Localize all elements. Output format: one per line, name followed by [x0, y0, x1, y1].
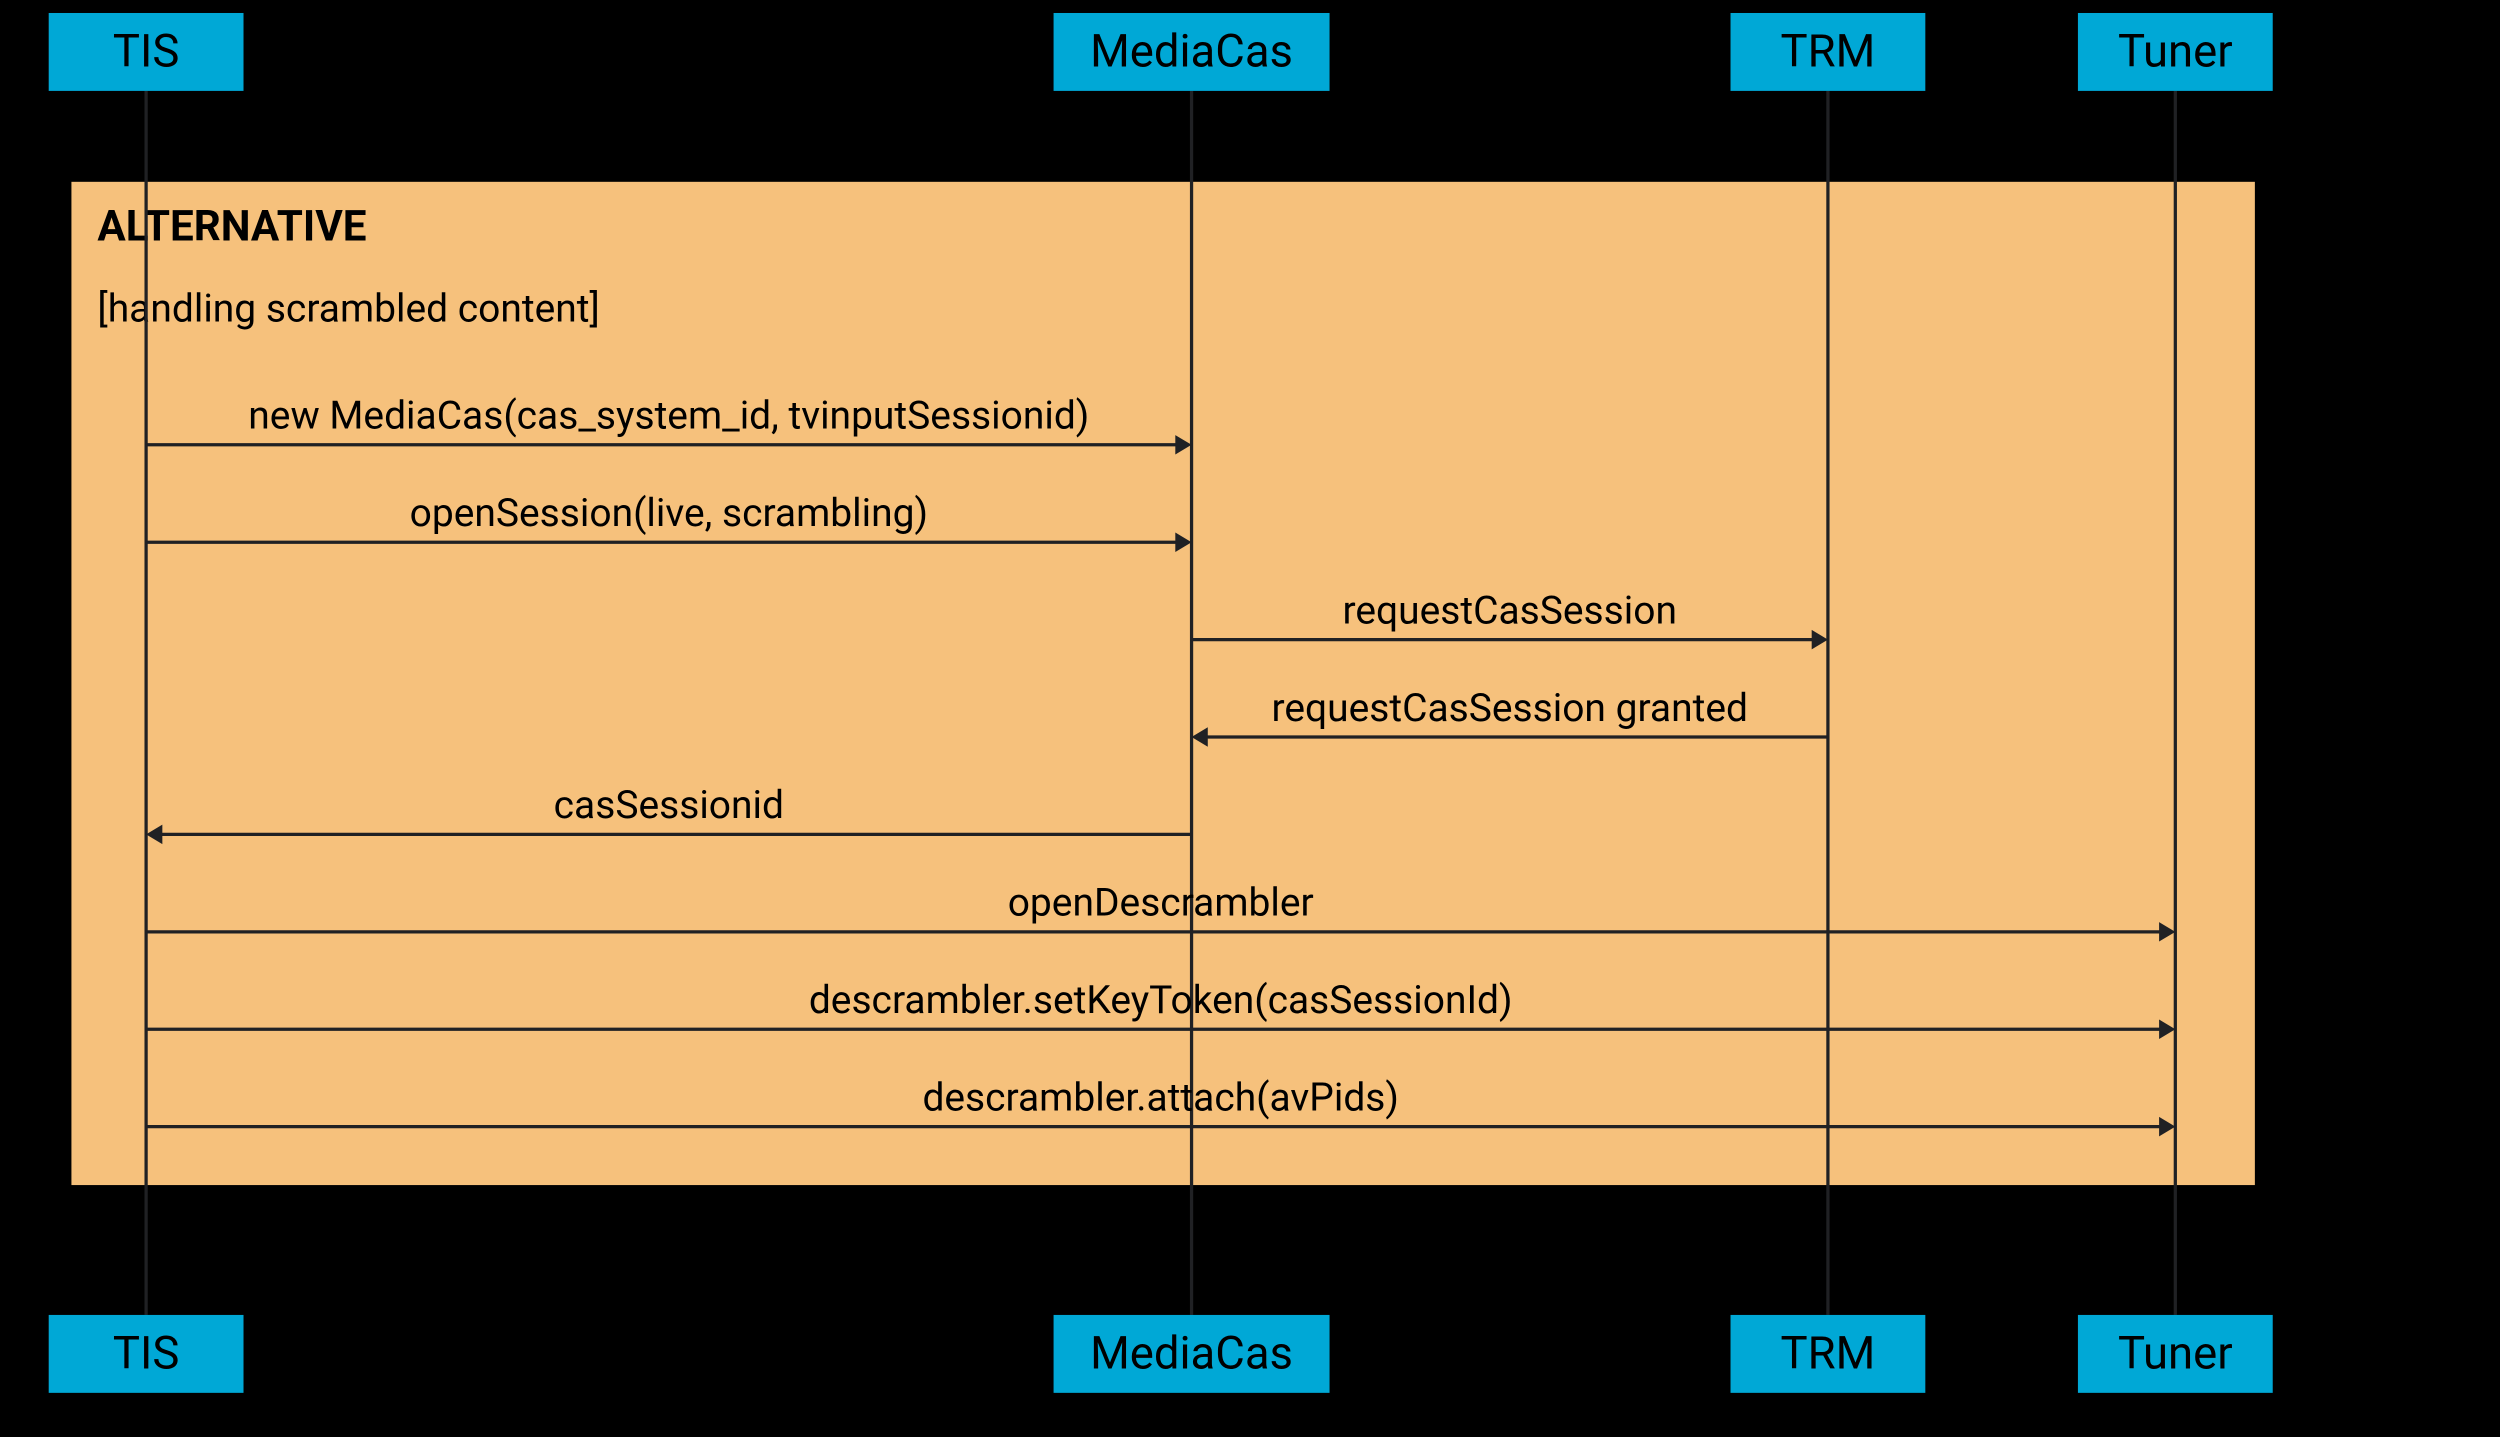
alt-frame	[71, 182, 2254, 1185]
alt-subtitle: [handling scrambled content]	[97, 285, 599, 331]
participant-label-trm-top: TRM	[1781, 25, 1876, 78]
message-label-1: openSession(live, scrambling)	[410, 490, 928, 536]
message-label-3: requestCasSession granted	[1271, 685, 1748, 731]
message-label-6: descrambler.setKeyToken(casSessionId)	[809, 977, 1513, 1023]
participant-label-tuner-top: Tuner	[2118, 25, 2233, 78]
message-label-4: casSessionid	[554, 782, 784, 828]
participant-label-tis-bottom: TIS	[113, 1327, 179, 1380]
message-label-7: descrambler.attach(avPids)	[922, 1074, 1399, 1120]
participant-label-tis-top: TIS	[113, 25, 179, 78]
participant-label-trm-bottom: TRM	[1781, 1327, 1876, 1380]
participant-label-mediacas-bottom: MediaCas	[1090, 1327, 1293, 1380]
message-label-2: requestCasSession	[1343, 587, 1677, 633]
message-label-5: openDescrambler	[1008, 880, 1314, 926]
message-label-0: new MediaCas(cas_system_id, tvinputSessi…	[248, 393, 1089, 439]
participant-label-mediacas-top: MediaCas	[1090, 25, 1293, 78]
sequence-diagram: ALTERNATIVE [handling scrambled content] T…	[0, 0, 2500, 1437]
alt-title: ALTERNATIVE	[97, 202, 366, 251]
participant-label-tuner-bottom: Tuner	[2118, 1327, 2233, 1380]
